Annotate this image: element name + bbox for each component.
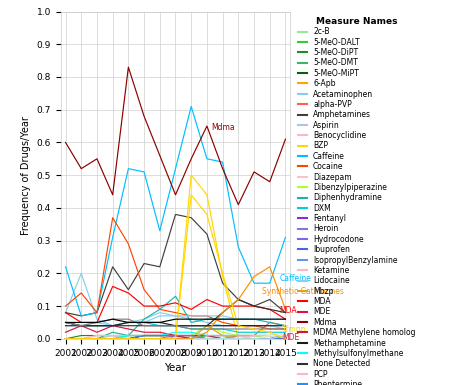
Text: MDE: MDE bbox=[282, 333, 300, 341]
Text: Mdma: Mdma bbox=[212, 123, 235, 132]
Text: Tfmpp: Tfmpp bbox=[282, 325, 307, 334]
Legend: 2c-B, 5-MeO-DALT, 5-MeO-DiPT, 5-MeO-DMT, 5-MeO-MiPT, 6-Apb, Acetaminophen, alpha: 2c-B, 5-MeO-DALT, 5-MeO-DiPT, 5-MeO-DMT,… bbox=[296, 15, 417, 385]
Text: Synthetic Cathinones: Synthetic Cathinones bbox=[262, 287, 344, 296]
Text: Caffeine: Caffeine bbox=[279, 274, 311, 283]
Text: MDA: MDA bbox=[279, 306, 297, 315]
Y-axis label: Frequency of Drugs/Year: Frequency of Drugs/Year bbox=[21, 116, 31, 234]
X-axis label: Year: Year bbox=[164, 363, 187, 373]
